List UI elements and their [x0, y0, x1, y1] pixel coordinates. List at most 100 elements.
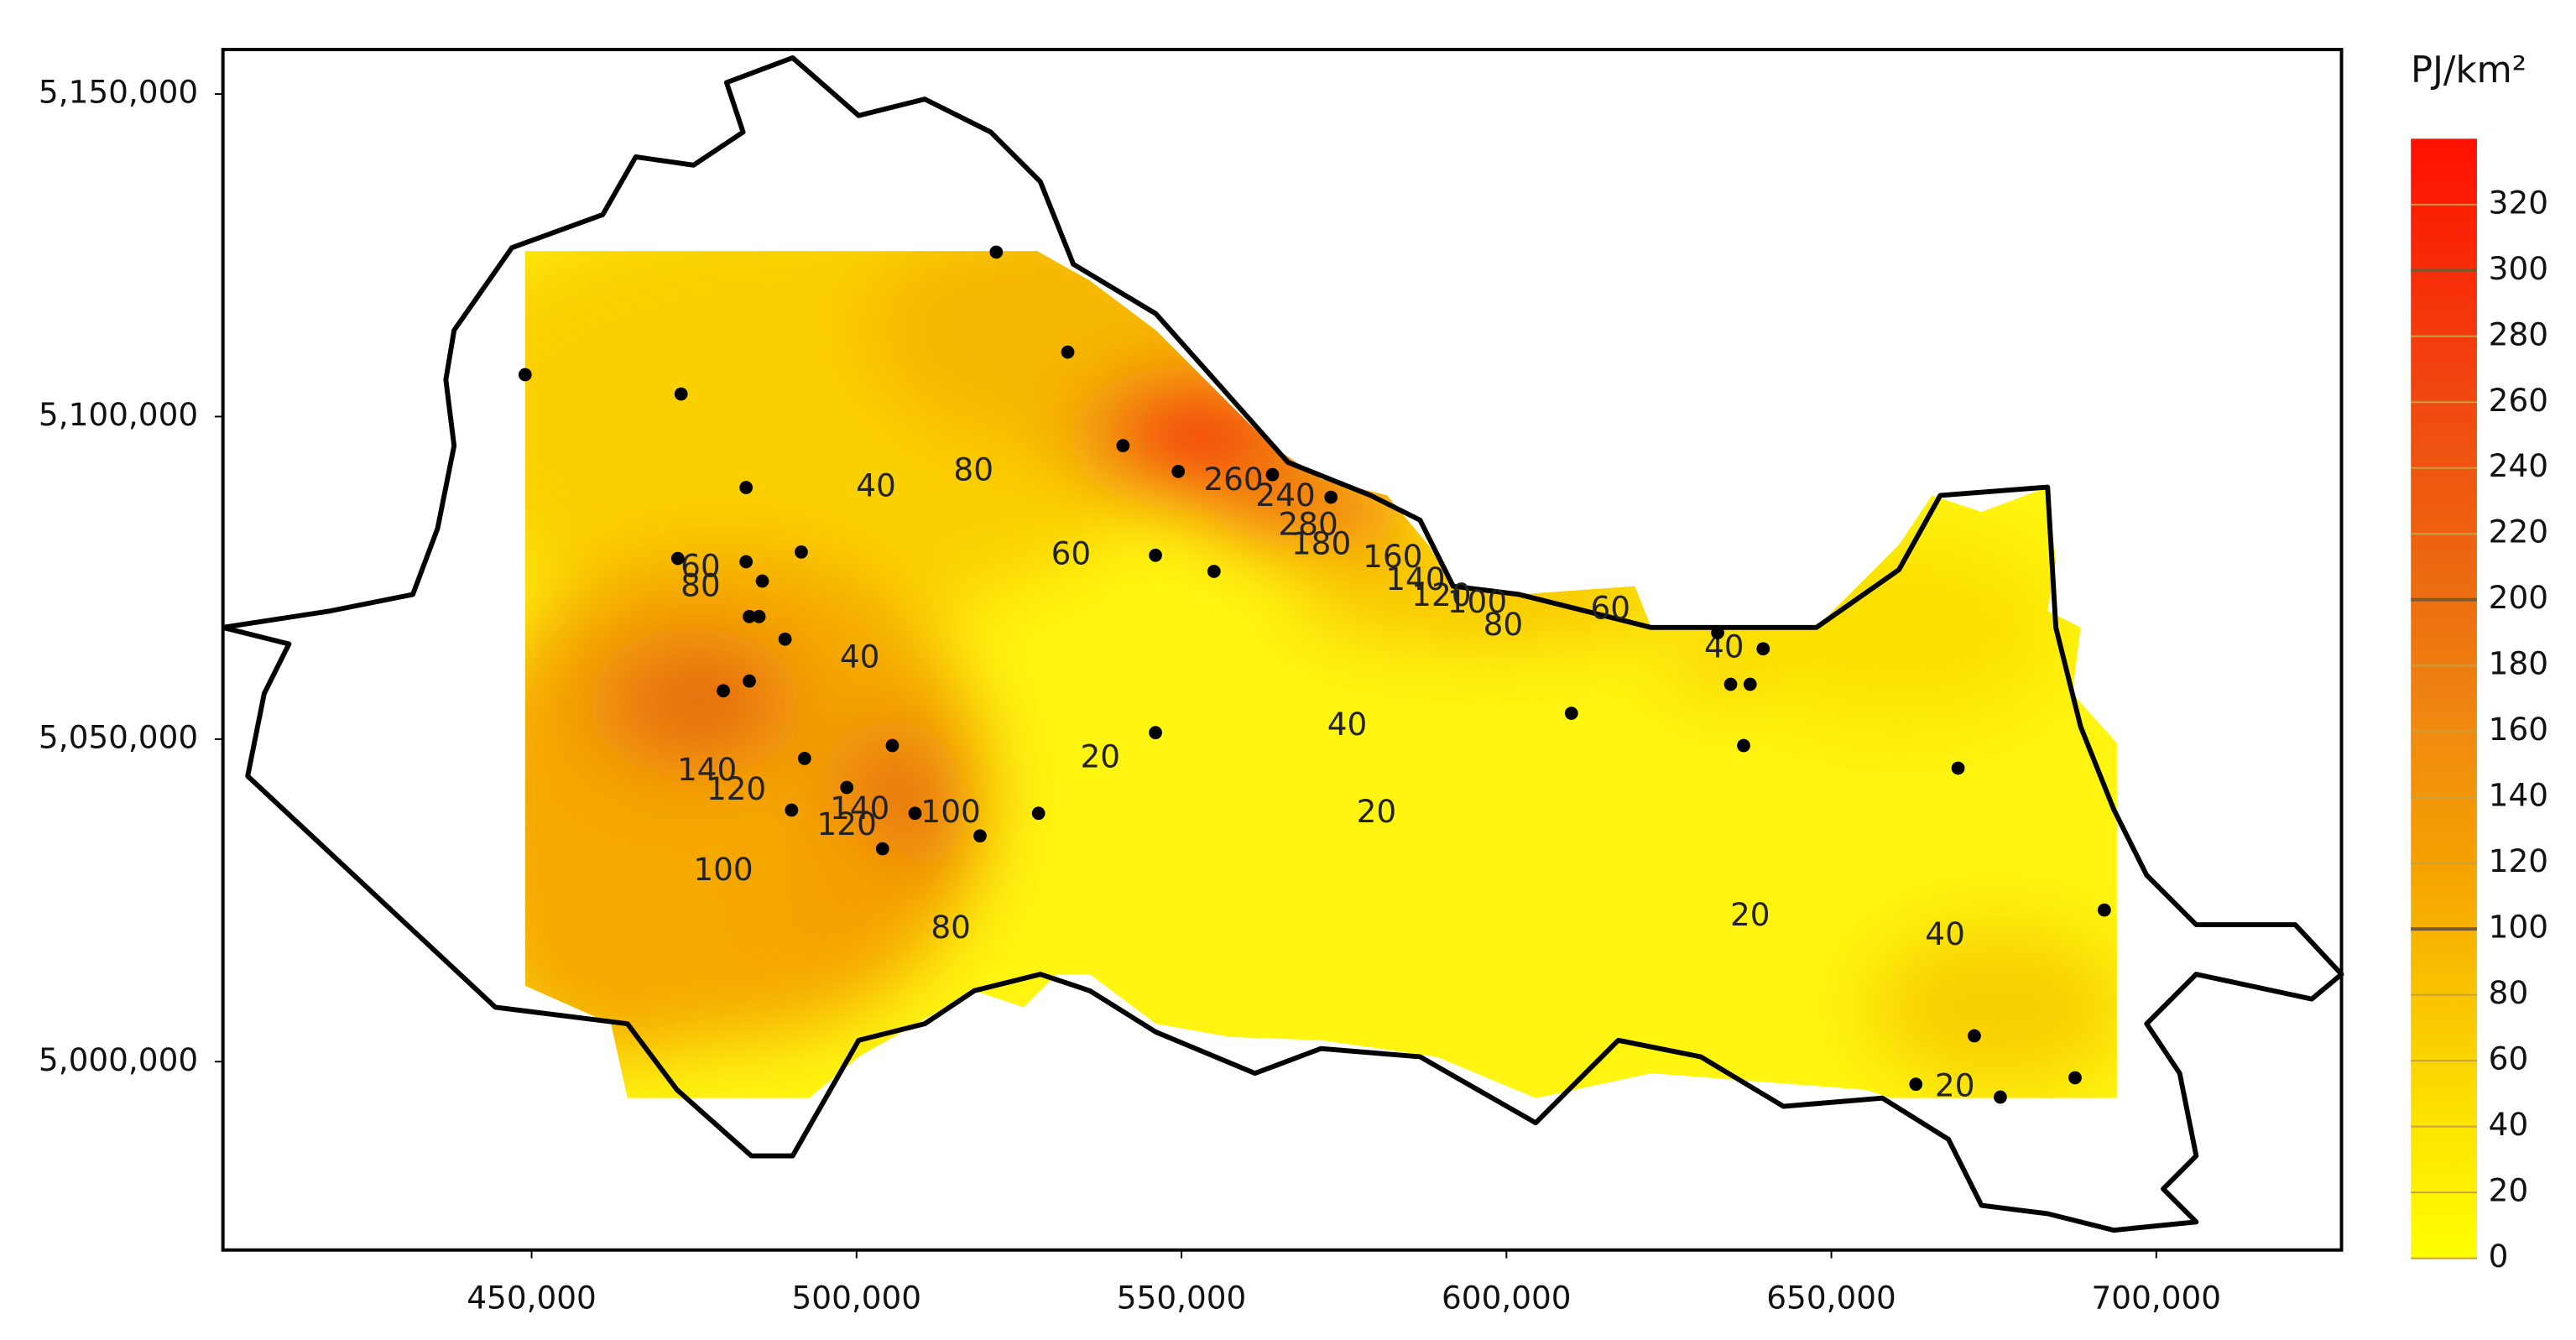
x-tick-label: 600,000	[1442, 1279, 1572, 1316]
sample-point	[2097, 903, 2111, 917]
colorbar-tick-label: 140	[2489, 777, 2548, 814]
sample-point	[739, 555, 754, 569]
sample-point	[1116, 439, 1130, 452]
contour-label: 120	[1411, 576, 1471, 613]
contour-label: 20	[1080, 738, 1120, 774]
sample-point	[743, 674, 756, 688]
colorbar-tick-label: 280	[2489, 315, 2548, 352]
sample-point	[1564, 706, 1578, 720]
sample-point	[752, 609, 766, 623]
contour-label: 160	[1363, 538, 1422, 575]
sample-point	[1723, 677, 1738, 691]
contour-label: 140	[1385, 561, 1445, 597]
colorbar-tick-label: 20	[2489, 1172, 2529, 1209]
sample-point	[717, 684, 730, 698]
contour-label: 20	[1730, 896, 1770, 933]
contour-label: 20	[1357, 793, 1397, 830]
sample-point	[1743, 677, 1757, 691]
sample-point	[885, 738, 900, 753]
colorbar-tick-label: 80	[2489, 974, 2529, 1011]
sample-point	[674, 387, 688, 401]
x-tick-label: 650,000	[1766, 1279, 1896, 1316]
colorbar-tick-label: 240	[2489, 447, 2548, 484]
sample-point	[1324, 490, 1338, 504]
sample-point	[1909, 1077, 1923, 1092]
colorbar-label: PJ/km²	[2411, 50, 2526, 91]
sample-point	[989, 245, 1004, 259]
contour-label: 40	[1327, 706, 1368, 743]
contour-field	[524, 251, 2117, 1098]
contour-label: 60	[681, 548, 721, 585]
contour-label: 20	[1935, 1067, 1975, 1104]
colorbar-tick-label: 320	[2489, 184, 2548, 221]
contour-label: 120	[817, 806, 877, 842]
colorbar-tick-label: 120	[2489, 842, 2548, 879]
x-tick-label: 550,000	[1117, 1279, 1247, 1316]
y-tick-label: 5,100,000	[39, 396, 198, 433]
sample-point	[1737, 738, 1750, 753]
contour-label: 140	[830, 790, 889, 826]
contour-label: 40	[856, 467, 896, 504]
sample-point	[973, 829, 987, 843]
sample-point	[1265, 467, 1280, 482]
contour-label: 60	[1051, 534, 1092, 571]
sample-point	[739, 481, 754, 494]
plot-frame	[221, 48, 2344, 1252]
sample-point	[1031, 806, 1046, 821]
contour-label: 260	[1203, 461, 1263, 498]
contour-label: 100	[1447, 583, 1507, 620]
region-boundary	[222, 55, 2344, 1233]
contour-label: 100	[693, 851, 753, 888]
x-tick-label: 700,000	[2092, 1279, 2222, 1316]
sample-point	[1951, 761, 1965, 775]
contour-label: 40	[1704, 628, 1744, 665]
contour-label: 180	[1291, 525, 1351, 562]
contour-label: 40	[1925, 915, 1965, 952]
sample-point	[1149, 548, 1162, 562]
colorbar-tick-label: 0	[2489, 1238, 2509, 1275]
sample-point	[795, 545, 808, 559]
sample-point	[797, 752, 811, 765]
contour-label: 120	[707, 770, 766, 807]
colorbar-tick-label: 160	[2489, 711, 2548, 748]
colorbar-tick-label: 40	[2489, 1106, 2529, 1143]
contour-label: 140	[677, 751, 737, 788]
sample-point	[1171, 464, 1186, 478]
y-tick-label: 5,050,000	[39, 718, 198, 755]
colorbar-tick-label: 260	[2489, 382, 2548, 419]
sample-point	[755, 574, 769, 588]
contour-label: 80	[953, 451, 993, 488]
contour-label: 40	[840, 638, 880, 675]
colorbar-tick-label: 300	[2489, 250, 2548, 287]
y-tick-label: 5,000,000	[39, 1041, 198, 1078]
sample-point	[1968, 1029, 1981, 1043]
sample-point	[908, 806, 922, 821]
sample-point	[840, 780, 854, 795]
contour-label: 80	[1484, 606, 1524, 643]
sample-point	[670, 551, 685, 566]
sample-point	[1149, 726, 1162, 740]
x-tick-label: 450,000	[467, 1279, 597, 1316]
sample-point	[1756, 642, 1770, 656]
contour-label: 100	[920, 793, 980, 830]
sample-point	[1994, 1090, 2007, 1104]
sample-point	[778, 632, 792, 646]
x-tick-label: 500,000	[792, 1279, 922, 1316]
sample-point	[518, 368, 532, 382]
contour-label: 280	[1278, 506, 1338, 543]
contour-label: 60	[1590, 590, 1630, 627]
sample-point	[785, 803, 799, 817]
y-tick-label: 5,150,000	[39, 74, 198, 111]
colorbar-tick-label: 220	[2489, 514, 2548, 550]
colorbar-tick-label: 180	[2489, 645, 2548, 682]
contour-label: 240	[1255, 477, 1315, 514]
sample-point	[2068, 1071, 2082, 1085]
colorbar	[2411, 138, 2477, 1259]
sample-point	[1061, 345, 1075, 359]
colorbar-tick-label: 100	[2489, 909, 2548, 946]
sample-point	[875, 842, 889, 856]
contour-label: 80	[681, 567, 721, 604]
colorbar-tick-label: 60	[2489, 1040, 2529, 1077]
